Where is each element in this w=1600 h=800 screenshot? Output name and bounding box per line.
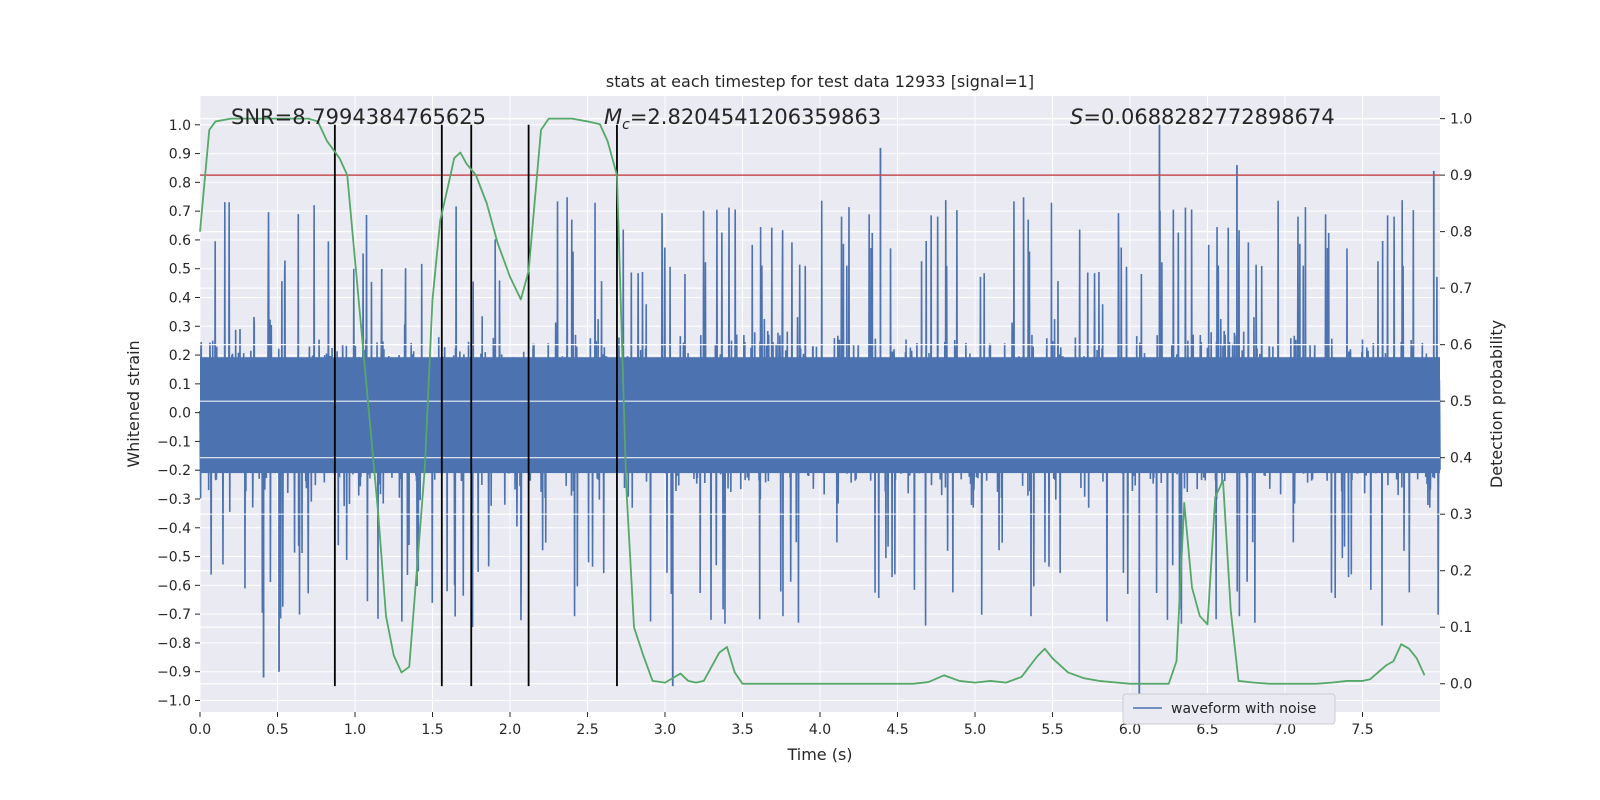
x-tick-label: 1.0 <box>344 722 366 738</box>
y-tick-label: 0.7 <box>169 204 191 220</box>
y-tick-label: 0.4 <box>169 290 191 306</box>
y-tick-label: 0.9 <box>169 147 191 163</box>
waveform-core <box>200 357 1440 474</box>
legend: waveform with noise <box>1122 693 1336 725</box>
x-ticks: 0.0 0.5 1.0 1.5 2.0 2.5 3.0 3.5 4.0 4.5 5.0 5.5 6.0 6… <box>189 712 1374 738</box>
vertical-markers <box>333 124 618 687</box>
y-ticks: 1.0 0.9 0.8 0.7 0.6 0.5 0.4 0.3 0.2 0.1 0.0 −0.1 −0.… <box>157 118 200 709</box>
y-tick-label: −0.3 <box>157 492 191 508</box>
y-tick-label: −0.9 <box>157 665 191 681</box>
x-tick-label: 2.0 <box>499 722 521 738</box>
y2-tick-label: 0.6 <box>1450 338 1472 354</box>
x-tick-label: 5.5 <box>1041 722 1063 738</box>
y2-tick-label: 1.0 <box>1450 112 1472 128</box>
probability-line <box>199 117 1426 685</box>
mc-symbol: M <box>604 105 622 129</box>
x-tick-label: 3.5 <box>731 722 753 738</box>
x-tick-label: 6.0 <box>1119 722 1141 738</box>
y-tick-label: 0.8 <box>169 175 191 191</box>
x-tick-label: 5.0 <box>964 722 986 738</box>
chirp-mass-annotation: Mc=2.8204541206359863 <box>604 105 881 133</box>
x-tick-label: 2.5 <box>576 722 598 738</box>
y-tick-label: 0.0 <box>169 406 191 422</box>
mc-subscript: c <box>622 117 630 133</box>
y2-tick-label: 0.3 <box>1450 507 1472 523</box>
s-value: =0.0688282772898674 <box>1083 105 1334 129</box>
y-tick-label: −0.8 <box>157 636 191 652</box>
y-tick-label: 0.3 <box>169 319 191 335</box>
y2-tick-label: 0.1 <box>1450 620 1472 636</box>
y-tick-label: 0.1 <box>169 377 191 393</box>
y-tick-label: −0.5 <box>157 550 191 566</box>
x-tick-label: 1.5 <box>421 722 443 738</box>
y2-ticks: 1.0 0.9 0.8 0.7 0.6 0.5 0.4 0.3 0.2 0.1 0.0 <box>1440 112 1472 693</box>
y-tick-label: −1.0 <box>157 693 191 709</box>
y2-tick-label: 0.4 <box>1450 451 1472 467</box>
x-tick-label: 4.0 <box>809 722 831 738</box>
probability-series <box>199 117 1426 685</box>
y-tick-label: 1.0 <box>169 118 191 134</box>
snr-annotation: SNR=8.7994384765625 <box>231 105 486 129</box>
y-tick-label: 0.6 <box>169 233 191 249</box>
y-tick-label: −0.1 <box>157 434 191 450</box>
x-tick-label: 7.0 <box>1274 722 1296 738</box>
y-tick-label: −0.7 <box>157 607 191 623</box>
y2-tick-label: 0.7 <box>1450 281 1472 297</box>
chart-title: stats at each timestep for test data 129… <box>606 72 1034 91</box>
x-tick-label: 4.5 <box>886 722 908 738</box>
y2-tick-label: 0.9 <box>1450 168 1472 184</box>
x-tick-label: 3.0 <box>654 722 676 738</box>
x-tick-label: 0.0 <box>189 722 211 738</box>
y-tick-label: −0.6 <box>157 578 191 594</box>
x-tick-label: 7.5 <box>1351 722 1373 738</box>
y2-tick-label: 0.8 <box>1450 225 1472 241</box>
y2-tick-label: 0.2 <box>1450 564 1472 580</box>
s-annotation: S=0.0688282772898674 <box>1070 105 1335 129</box>
legend-entry: waveform with noise <box>1171 701 1316 717</box>
waveform-series <box>199 124 1441 695</box>
y2-tick-label: 0.5 <box>1450 394 1472 410</box>
y-axis-label: Whitened strain <box>124 340 143 467</box>
s-symbol: S <box>1070 105 1083 129</box>
x-axis-label: Time (s) <box>786 745 852 764</box>
mc-value: =2.8204541206359863 <box>630 105 881 129</box>
x-tick-label: 0.5 <box>266 722 288 738</box>
y-tick-label: 0.5 <box>169 262 191 278</box>
y-tick-label: −0.4 <box>157 521 191 537</box>
y2-tick-label: 0.0 <box>1450 677 1472 693</box>
x-tick-label: 6.5 <box>1196 722 1218 738</box>
y-tick-label: −0.2 <box>157 463 191 479</box>
y-tick-label: 0.2 <box>169 348 191 364</box>
y2-axis-label: Detection probability <box>1487 320 1506 488</box>
legend-box <box>1122 693 1336 725</box>
